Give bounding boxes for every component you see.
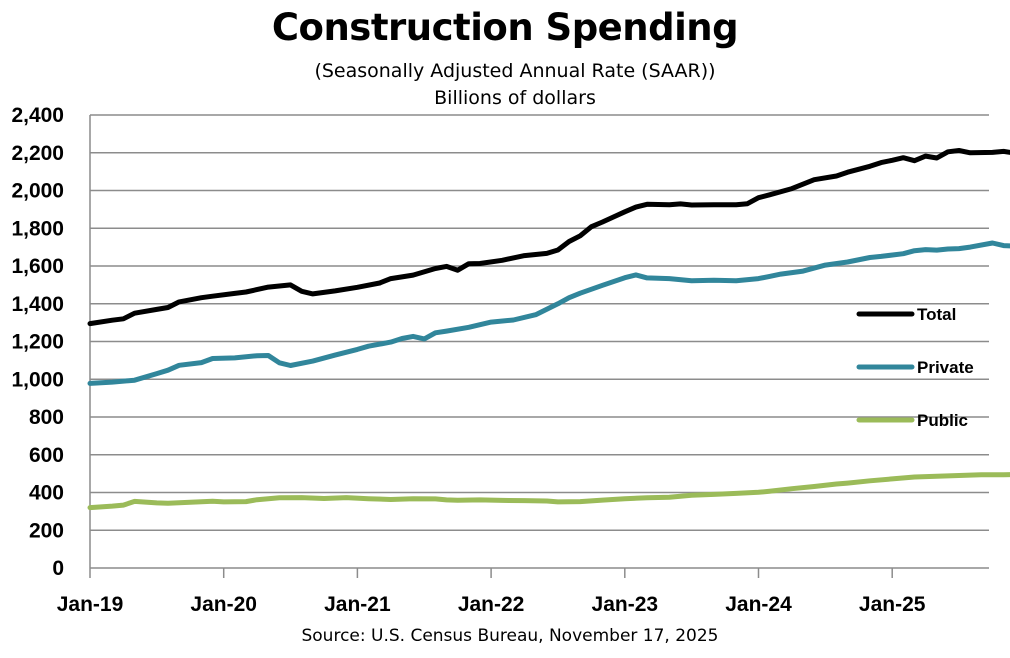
- legend-label-private: Private: [917, 358, 974, 377]
- legend-label-public: Public: [917, 411, 968, 430]
- series-lines: [87, 148, 1010, 511]
- y-tick-label: 2,400: [11, 104, 64, 127]
- y-tick-label: 1,600: [11, 255, 64, 278]
- legend: Total Private Public: [856, 305, 974, 430]
- y-tick-label: 200: [29, 519, 64, 542]
- chart-units-subtitle: Billions of dollars: [434, 87, 596, 109]
- x-tick-label: Jan-19: [57, 593, 124, 616]
- y-tick-label: 600: [29, 444, 64, 467]
- x-tick-label: Jan-25: [859, 593, 926, 616]
- y-tick-label: 1,000: [11, 368, 64, 391]
- series-line-private: [87, 240, 1010, 386]
- series-line-public: [87, 472, 1010, 511]
- y-tick-label: 400: [29, 482, 64, 505]
- y-tick-label: 1,400: [11, 293, 64, 316]
- y-tick-label: 2,200: [11, 142, 64, 165]
- x-tick-label: Jan-20: [190, 593, 257, 616]
- x-tick-label: Jan-21: [324, 593, 391, 616]
- chart-source-note: Source: U.S. Census Bureau, November 17,…: [301, 626, 719, 646]
- series-line-total: [87, 148, 1010, 327]
- x-tick-label: Jan-23: [592, 593, 659, 616]
- x-tick-label: Jan-24: [725, 593, 792, 616]
- y-tick-label: 0: [52, 557, 64, 580]
- y-tick-label: 800: [29, 406, 64, 429]
- x-tick-label: Jan-22: [458, 593, 525, 616]
- y-tick-label: 1,800: [11, 217, 64, 240]
- y-tick-label: 2,000: [11, 180, 64, 203]
- legend-label-total: Total: [917, 305, 956, 324]
- chart-subtitle: (Seasonally Adjusted Annual Rate (SAAR)): [314, 60, 716, 82]
- gridlines: [90, 114, 989, 531]
- chart-title: Construction Spending: [271, 6, 739, 49]
- y-tick-label: 1,200: [11, 331, 64, 354]
- axes: 0 200 400 600 800 1,000 1,200 1,400 1,600 1,800 2,…: [11, 104, 989, 616]
